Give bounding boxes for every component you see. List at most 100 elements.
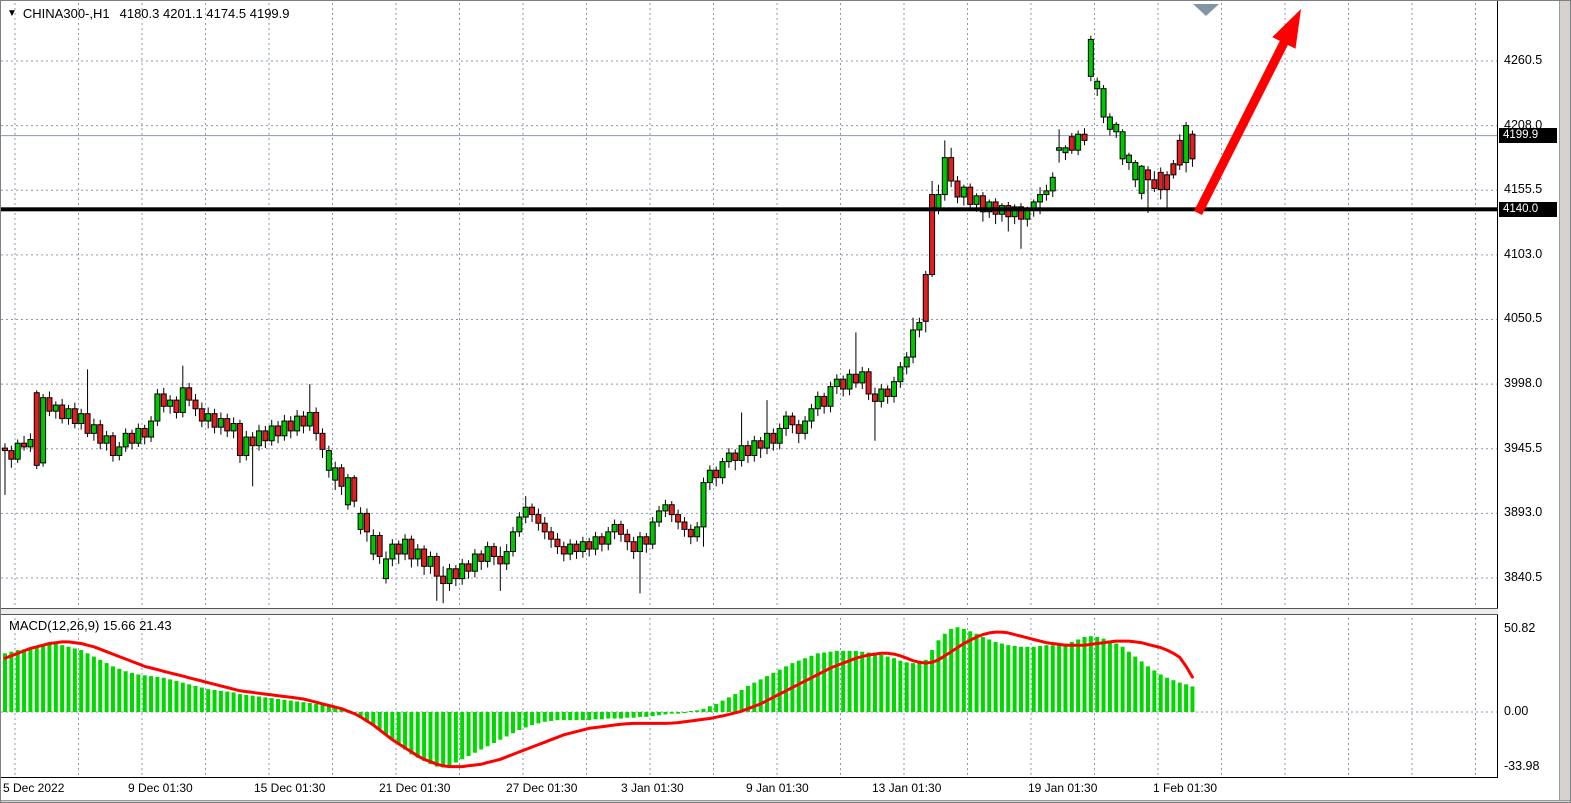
bear-candle[interactable]: [681, 521, 688, 530]
bear-candle[interactable]: [497, 555, 504, 565]
bear-candle[interactable]: [770, 432, 777, 444]
bear-candle[interactable]: [173, 399, 180, 413]
bull-candle[interactable]: [916, 322, 923, 331]
bull-candle[interactable]: [1056, 147, 1063, 151]
bull-candle[interactable]: [52, 404, 59, 412]
bull-candle[interactable]: [78, 413, 85, 425]
bull-candle[interactable]: [859, 371, 866, 384]
bear-candle[interactable]: [1157, 171, 1164, 191]
bear-candle[interactable]: [840, 378, 847, 390]
bear-candle[interactable]: [287, 420, 294, 432]
bear-candle[interactable]: [224, 418, 231, 432]
bull-candle[interactable]: [891, 381, 897, 397]
bear-candle[interactable]: [198, 408, 205, 422]
bear-candle[interactable]: [967, 186, 974, 205]
bull-candle[interactable]: [135, 427, 142, 444]
bear-candle[interactable]: [954, 180, 961, 198]
bear-candle[interactable]: [624, 533, 631, 543]
bear-candle[interactable]: [275, 425, 282, 437]
bear-candle[interactable]: [1164, 174, 1171, 191]
bear-candle[interactable]: [744, 445, 751, 457]
bull-candle[interactable]: [808, 408, 815, 422]
bull-candle[interactable]: [941, 157, 948, 196]
bull-candle[interactable]: [383, 558, 389, 580]
bear-candle[interactable]: [548, 531, 555, 540]
bear-candle[interactable]: [630, 541, 637, 553]
bull-candle[interactable]: [294, 415, 301, 432]
bear-candle[interactable]: [433, 555, 440, 577]
bull-candle[interactable]: [833, 378, 840, 388]
bull-candle[interactable]: [402, 538, 409, 555]
bull-candle[interactable]: [725, 452, 732, 463]
bull-candle[interactable]: [1062, 147, 1069, 154]
bear-candle[interactable]: [675, 514, 682, 523]
bull-candle[interactable]: [1011, 206, 1018, 218]
bull-candle[interactable]: [802, 420, 809, 434]
bear-candle[interactable]: [478, 553, 485, 562]
bull-candle[interactable]: [281, 420, 288, 437]
bear-candle[interactable]: [141, 427, 148, 438]
trend-arrow-shaft[interactable]: [1193, 35, 1291, 216]
bear-candle[interactable]: [338, 467, 345, 487]
bear-candle[interactable]: [573, 543, 580, 553]
bull-candle[interactable]: [414, 548, 421, 560]
bear-candle[interactable]: [440, 575, 447, 585]
bull-candle[interactable]: [1183, 125, 1190, 164]
bear-candle[interactable]: [313, 411, 320, 434]
bull-candle[interactable]: [65, 408, 72, 420]
bull-candle[interactable]: [256, 430, 262, 447]
bear-candle[interactable]: [33, 392, 40, 466]
bear-candle[interactable]: [821, 395, 828, 407]
bear-candle[interactable]: [1081, 133, 1088, 141]
bear-candle[interactable]: [865, 371, 872, 395]
bear-candle[interactable]: [884, 388, 891, 397]
bear-candle[interactable]: [929, 194, 936, 276]
bull-candle[interactable]: [1087, 38, 1094, 77]
bull-candle[interactable]: [637, 536, 643, 553]
bear-candle[interactable]: [732, 452, 739, 461]
bear-candle[interactable]: [363, 512, 370, 533]
trend-arrow-head[interactable]: [1272, 9, 1301, 49]
bull-candle[interactable]: [1075, 133, 1082, 151]
bull-candle[interactable]: [986, 201, 993, 213]
bear-candle[interactable]: [1176, 139, 1183, 166]
bear-candle[interactable]: [59, 404, 66, 420]
bear-candle[interactable]: [262, 430, 269, 442]
horizontal-support-line[interactable]: [1, 207, 1497, 212]
bull-candle[interactable]: [592, 536, 599, 550]
bull-candle[interactable]: [179, 387, 186, 413]
bull-candle[interactable]: [503, 551, 510, 565]
bull-candle[interactable]: [357, 512, 364, 530]
bull-candle[interactable]: [90, 424, 97, 434]
bear-candle[interactable]: [1189, 133, 1196, 160]
bull-candle[interactable]: [910, 329, 917, 358]
bull-candle[interactable]: [510, 531, 516, 553]
bull-candle[interactable]: [154, 393, 161, 422]
bear-candle[interactable]: [300, 415, 307, 427]
bear-candle[interactable]: [421, 548, 428, 567]
bear-candle[interactable]: [789, 415, 796, 426]
bear-candle[interactable]: [2, 447, 8, 452]
bull-candle[interactable]: [706, 469, 713, 484]
bull-candle[interactable]: [427, 555, 434, 567]
bear-candle[interactable]: [541, 522, 548, 533]
bear-candle[interactable]: [21, 442, 28, 448]
bull-candle[interactable]: [567, 543, 574, 555]
bull-candle[interactable]: [897, 366, 904, 383]
bull-candle[interactable]: [1106, 116, 1113, 130]
bear-candle[interactable]: [687, 528, 694, 538]
bull-candle[interactable]: [389, 543, 396, 560]
bull-candle[interactable]: [649, 521, 656, 545]
bear-candle[interactable]: [84, 413, 91, 434]
bull-candle[interactable]: [148, 420, 155, 438]
bear-candle[interactable]: [1170, 163, 1177, 176]
bull-candle[interactable]: [1125, 154, 1132, 164]
bull-candle[interactable]: [1138, 165, 1145, 194]
bear-candle[interactable]: [186, 387, 193, 401]
bull-candle[interactable]: [719, 461, 726, 479]
bull-candle[interactable]: [783, 415, 790, 429]
bull-candle[interactable]: [611, 523, 618, 533]
bull-candle[interactable]: [738, 445, 745, 461]
bull-candle[interactable]: [960, 186, 967, 198]
